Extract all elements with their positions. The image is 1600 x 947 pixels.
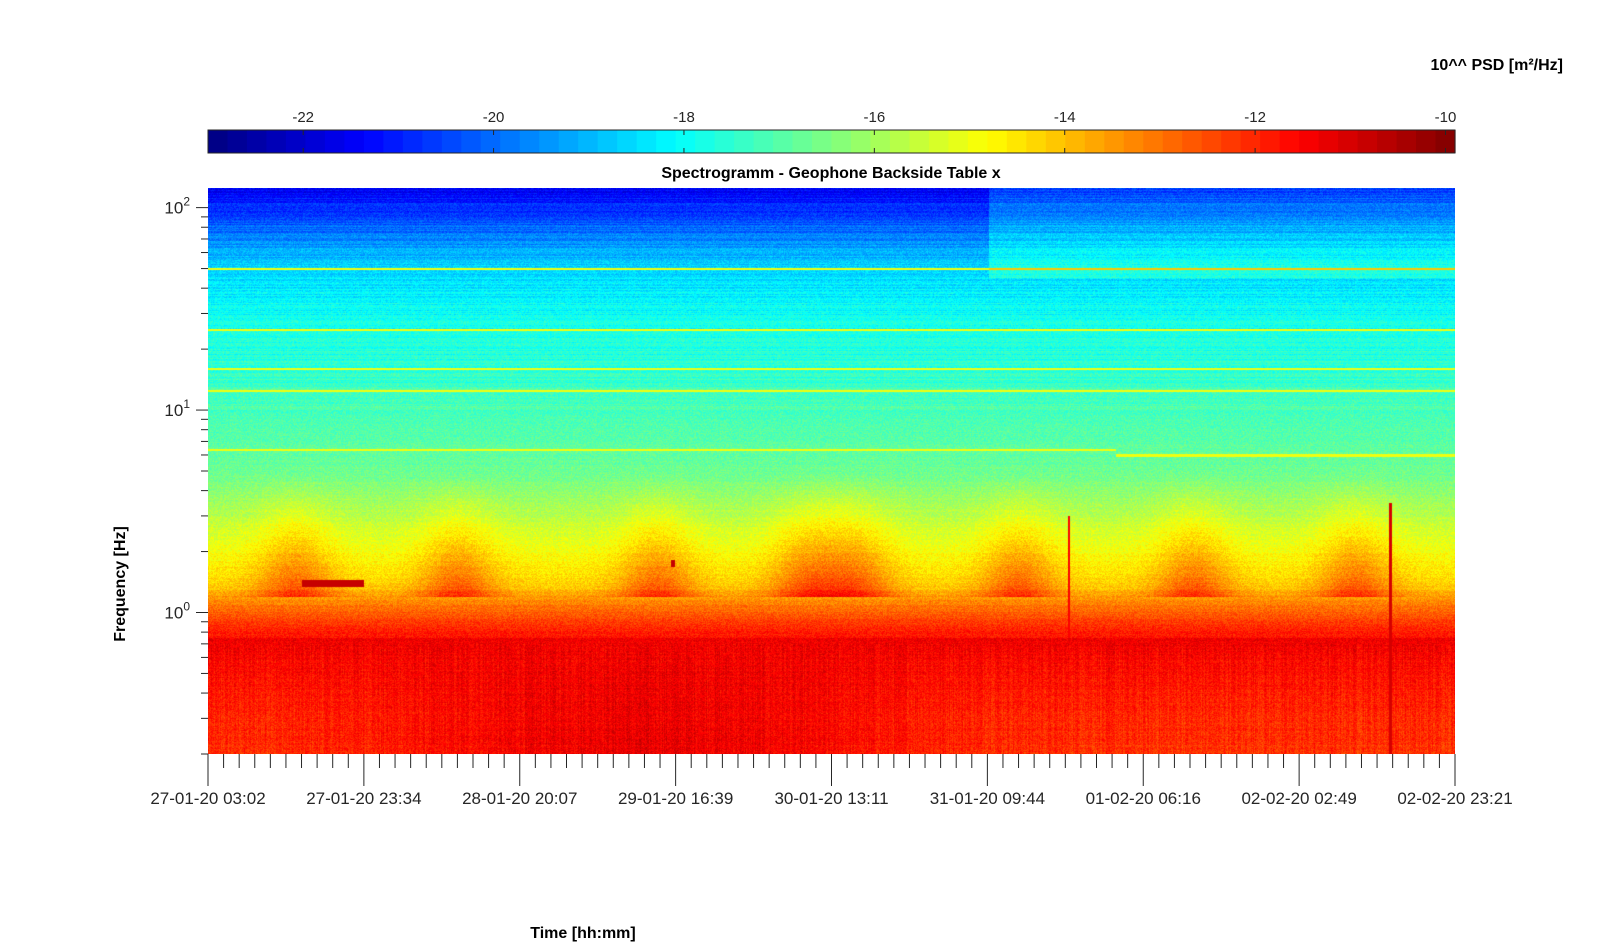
colorbar-segment xyxy=(656,130,677,153)
colorbar-segment xyxy=(792,130,813,153)
colorbar-segment xyxy=(266,130,287,153)
colorbar-segment xyxy=(987,130,1008,153)
colorbar-tick-label: -20 xyxy=(483,109,505,126)
colorbar-segment xyxy=(850,130,872,153)
y-axis: 100 101 102 xyxy=(164,195,208,755)
x-axis-label: Time [hh:mm] xyxy=(530,925,635,942)
colorbar-tick-label: -12 xyxy=(1244,109,1266,126)
colorbar-segment xyxy=(1416,130,1437,153)
x-tick-label: 28-01-20 20:07 xyxy=(462,789,577,808)
colorbar-segment xyxy=(246,130,268,153)
y-tick-label: 101 xyxy=(164,397,190,420)
colorbar-segment xyxy=(1435,130,1456,153)
colorbar-segment xyxy=(1299,130,1320,153)
colorbar-segment xyxy=(422,130,443,153)
colorbar-segment xyxy=(480,130,501,153)
plot-area xyxy=(208,188,1455,754)
colorbar-segment xyxy=(344,130,365,153)
x-tick-label: 31-01-20 09:44 xyxy=(930,789,1045,808)
x-tick-label: 30-01-20 13:11 xyxy=(774,789,888,808)
colorbar-segment xyxy=(1026,130,1047,153)
colorbar-segment xyxy=(578,130,599,153)
y-tick-label: 102 xyxy=(164,195,190,218)
colorbar-segment xyxy=(1143,130,1164,153)
colorbar-label: 10^^ PSD [m²/Hz] xyxy=(1431,57,1563,74)
colorbar-segment xyxy=(500,130,521,153)
colorbar-ticks: -22 -20 -18 -16 -14 -12 -10 xyxy=(292,109,1456,153)
colorbar-segment xyxy=(1201,130,1222,153)
colorbar-segment xyxy=(870,130,891,153)
colorbar-segment xyxy=(1396,130,1417,153)
colorbar-tick-label: -10 xyxy=(1435,109,1457,126)
colorbar-tick-label: -16 xyxy=(863,109,885,126)
colorbar-segment xyxy=(1045,130,1066,153)
colorbar-segment xyxy=(948,130,969,153)
colorbar-segment xyxy=(1240,130,1261,153)
spectrogram-image-wrap xyxy=(208,188,1455,754)
x-tick-label: 27-01-20 03:02 xyxy=(150,789,265,808)
colorbar-segment xyxy=(1377,130,1398,153)
colorbar-segment xyxy=(1084,130,1105,153)
colorbar-segment xyxy=(208,130,229,153)
y-axis-label: Frequency [Hz] xyxy=(112,526,129,642)
y-tick-label: 100 xyxy=(164,600,190,623)
colorbar-segment xyxy=(461,130,482,153)
colorbar-segment xyxy=(597,130,618,153)
x-tick-label: 02-02-20 02:49 xyxy=(1241,789,1356,808)
colorbar-segment xyxy=(695,130,716,153)
colorbar-frame xyxy=(207,129,1456,154)
colorbar-tick-label: -14 xyxy=(1054,109,1076,126)
colorbar-segment xyxy=(1260,130,1281,153)
x-tick-label: 27-01-20 23:34 xyxy=(306,789,421,808)
chart-title: Spectrogramm - Geophone Backside Table x xyxy=(661,165,1000,182)
colorbar-segment xyxy=(558,130,579,153)
colorbar-segment xyxy=(831,130,852,153)
colorbar-segment xyxy=(305,130,326,153)
colorbar-segment xyxy=(636,130,657,153)
colorbar-segment xyxy=(383,130,404,153)
colorbar-segment xyxy=(734,130,755,153)
colorbar-segment xyxy=(1006,130,1027,153)
colorbar-segment xyxy=(967,130,988,153)
colorbar-segment xyxy=(889,130,911,153)
colorbar-segment xyxy=(539,130,560,153)
colorbar-tick-label: -22 xyxy=(292,109,314,126)
colorbar-segment xyxy=(1065,130,1086,153)
colorbar-segment xyxy=(1123,130,1144,153)
colorbar-segment xyxy=(1357,130,1378,153)
colorbar-segment xyxy=(1104,130,1125,153)
colorbar-segment xyxy=(773,130,794,153)
colorbar-tick-label: -18 xyxy=(673,109,695,126)
x-tick-label: 01-02-20 06:16 xyxy=(1086,789,1201,808)
colorbar-segment xyxy=(324,130,345,153)
colorbar-segment xyxy=(402,130,423,153)
colorbar-segment xyxy=(909,130,930,153)
colorbar-segment xyxy=(1279,130,1300,153)
colorbar-segment xyxy=(1338,130,1359,153)
colorbar-segment xyxy=(441,130,462,153)
spectrogram-heatmap xyxy=(208,188,1455,754)
colorbar-segment xyxy=(1162,130,1183,153)
colorbar-segment xyxy=(285,130,307,153)
colorbar-segment xyxy=(714,130,735,153)
x-tick-label: 29-01-20 16:39 xyxy=(618,789,733,808)
colorbar xyxy=(207,129,1456,154)
colorbar-segment xyxy=(617,130,638,153)
colorbar-segment xyxy=(675,130,696,153)
colorbar-segment xyxy=(1221,130,1242,153)
colorbar-segment xyxy=(363,130,384,153)
x-tick-label: 02-02-20 23:21 xyxy=(1397,789,1512,808)
colorbar-segment xyxy=(928,130,949,153)
colorbar-segment xyxy=(1318,130,1339,153)
colorbar-segment xyxy=(753,130,774,153)
colorbar-segment xyxy=(812,130,833,153)
colorbar-segment xyxy=(519,130,540,153)
colorbar-segment xyxy=(227,130,248,153)
x-axis: 27-01-20 03:02 27-01-20 23:34 28-01-20 20:… xyxy=(150,754,1513,808)
colorbar-segment xyxy=(1182,130,1203,153)
